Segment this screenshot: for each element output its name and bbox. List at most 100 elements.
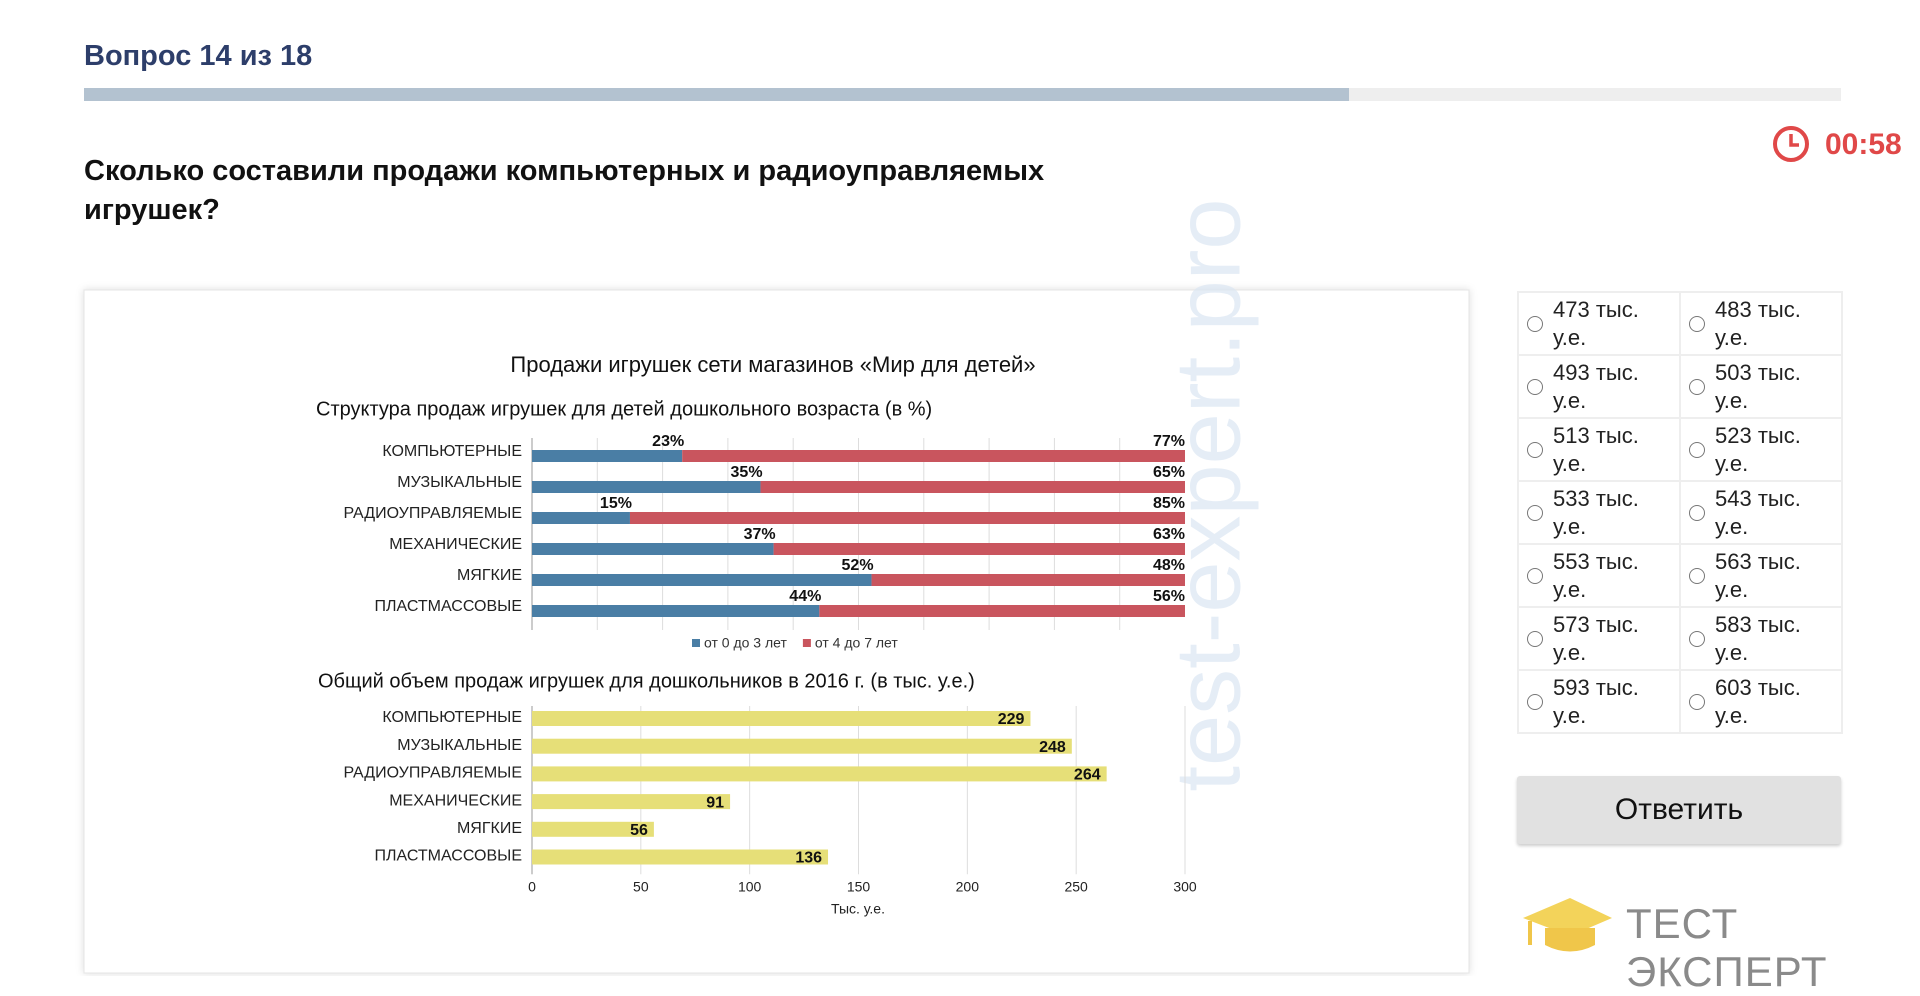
option-label: 603 тыс. у.е. — [1715, 674, 1801, 728]
option[interactable]: 593 тыс. у.е. — [1518, 670, 1680, 733]
bar — [532, 794, 731, 810]
radio[interactable] — [1689, 630, 1705, 647]
options: 473 тыс. у.е. 483 тыс. у.е. 493 тыс. у.е. 5… — [1517, 291, 1843, 734]
value-label: 91 — [706, 794, 724, 811]
value-label: 56% — [1153, 588, 1185, 605]
x-tick-label: 300 — [1173, 879, 1197, 895]
category-label: РАДИОУПРАВЛЯЕМЫЕ — [343, 505, 522, 522]
bar-segment — [819, 605, 1185, 617]
chart-panel — [83, 289, 1470, 974]
option[interactable]: 513 тыс. у.е. — [1518, 418, 1680, 481]
radio[interactable] — [1689, 504, 1705, 521]
value-label: 248 — [1039, 739, 1066, 756]
option[interactable]: 603 тыс. у.е. — [1680, 670, 1842, 733]
bar-segment — [532, 574, 872, 586]
value-label: 48% — [1153, 557, 1185, 574]
submit-button[interactable]: Ответить — [1517, 776, 1841, 844]
option[interactable]: 483 тыс. у.е. — [1680, 292, 1842, 355]
legend-swatch — [692, 639, 700, 647]
option[interactable]: 583 тыс. у.е. — [1680, 607, 1842, 670]
radio[interactable] — [1527, 693, 1543, 710]
x-tick-label: 50 — [633, 879, 649, 895]
radio[interactable] — [1689, 315, 1705, 332]
bar-segment — [532, 450, 683, 462]
value-label: 65% — [1153, 464, 1185, 481]
radio[interactable] — [1527, 315, 1543, 332]
timer-hands — [1789, 134, 1799, 147]
x-tick-label: 0 — [528, 879, 536, 895]
value-label: 229 — [998, 711, 1025, 728]
option[interactable]: 503 тыс. у.е. — [1680, 355, 1842, 418]
radio[interactable] — [1527, 378, 1543, 395]
question: Сколько составили продажи компьютерных и… — [84, 155, 1045, 226]
value-label: 85% — [1153, 495, 1185, 512]
bar-segment — [532, 481, 761, 493]
option-label: 523 тыс. у.е. — [1715, 422, 1801, 476]
bar-segment — [532, 512, 630, 524]
category-label: ПЛАСТМАССОВЫЕ — [375, 598, 522, 615]
value-label: 63% — [1153, 526, 1185, 543]
category-label: ПЛАСТМАССОВЫЕ — [375, 848, 522, 865]
progress-fill — [84, 88, 1349, 101]
watermark: test-expert.pro — [1157, 198, 1259, 791]
category-label: МЕХАНИЧЕСКИЕ — [389, 536, 522, 553]
timer-icon — [1773, 126, 1809, 162]
logo-cap — [1523, 898, 1612, 936]
bar — [532, 711, 1031, 726]
bar-segment — [629, 512, 1185, 524]
logo: ТЕСТ ЭКСПЕРТ — [1626, 900, 1828, 995]
option-label: 513 тыс. у.е. — [1553, 422, 1639, 476]
value-label: 37% — [744, 526, 776, 543]
option-label: 573 тыс. у.е. — [1553, 611, 1639, 665]
bar-segment — [871, 574, 1185, 586]
radio[interactable] — [1527, 441, 1543, 458]
option-label: 543 тыс. у.е. — [1715, 485, 1801, 539]
option[interactable]: 573 тыс. у.е. — [1518, 607, 1680, 670]
bar-segment — [532, 605, 820, 617]
option-label: 563 тыс. у.е. — [1715, 548, 1801, 602]
value-label: 44% — [789, 588, 821, 605]
option-label: 593 тыс. у.е. — [1553, 674, 1639, 728]
radio[interactable] — [1527, 630, 1543, 647]
category-label: МУЗЫКАЛЬНЫЕ — [397, 737, 522, 754]
x-tick-label: 100 — [738, 879, 762, 895]
value-label: 136 — [795, 850, 822, 867]
bar — [532, 821, 654, 837]
timer: 00:58 — [1825, 128, 1902, 161]
option[interactable]: 493 тыс. у.е. — [1518, 355, 1680, 418]
option[interactable]: 543 тыс. у.е. — [1680, 481, 1842, 544]
chart-title: Продажи игрушек сети магазинов «Мир для … — [510, 352, 1035, 377]
option[interactable]: 563 тыс. у.е. — [1680, 544, 1842, 607]
bar-segment — [682, 450, 1185, 462]
radio[interactable] — [1689, 441, 1705, 458]
x-tick-label: 150 — [847, 879, 871, 895]
option-label: 493 тыс. у.е. — [1553, 359, 1639, 413]
bar-segment — [773, 543, 1185, 555]
legend-label: от 0 до 3 лет — [704, 635, 787, 651]
category-label: КОМПЬЮТЕРНЫЕ — [382, 709, 522, 726]
option-label: 553 тыс. у.е. — [1553, 548, 1639, 602]
radio[interactable] — [1689, 567, 1705, 584]
radio[interactable] — [1689, 693, 1705, 710]
radio[interactable] — [1527, 504, 1543, 521]
x-tick-label: 200 — [956, 879, 980, 895]
value-label: 23% — [652, 433, 684, 450]
option[interactable]: 473 тыс. у.е. — [1518, 292, 1680, 355]
x-tick-label: 250 — [1064, 879, 1088, 895]
category-label: МЕХАНИЧЕСКИЕ — [389, 792, 522, 809]
option[interactable]: 523 тыс. у.е. — [1680, 418, 1842, 481]
bar-segment — [532, 543, 774, 555]
category-label: МЯГКИЕ — [457, 820, 522, 837]
radio[interactable] — [1689, 378, 1705, 395]
option-label: 503 тыс. у.е. — [1715, 359, 1801, 413]
radio[interactable] — [1527, 567, 1543, 584]
bar-segment — [760, 481, 1185, 493]
value-label: 15% — [600, 495, 632, 512]
legend-label: от 4 до 7 лет — [815, 635, 898, 651]
value-label: 77% — [1153, 433, 1185, 450]
option[interactable]: 533 тыс. у.е. — [1518, 481, 1680, 544]
category-label: МЯГКИЕ — [457, 567, 522, 584]
option[interactable]: 553 тыс. у.е. — [1518, 544, 1680, 607]
value-label: 56 — [630, 822, 648, 839]
legend-swatch — [802, 639, 811, 647]
